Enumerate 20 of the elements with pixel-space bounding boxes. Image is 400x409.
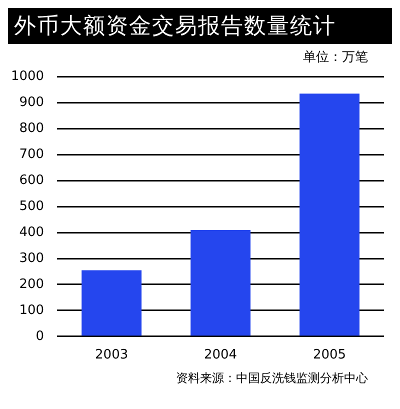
chart-title: 外币大额资金交易报告数量统计 (8, 8, 392, 44)
chart-subtitle: 单位：万笔 (302, 49, 369, 66)
x-tick-label: 2004 (204, 348, 238, 363)
y-tick-label: 800 (19, 121, 44, 136)
x-tick-label: 2003 (95, 348, 128, 363)
y-tick-label: 100 (19, 302, 44, 318)
bar (82, 270, 142, 336)
y-tick-label: 700 (19, 147, 44, 162)
y-tick-label: 500 (19, 198, 44, 214)
y-tick-label: 200 (19, 276, 44, 292)
bar (300, 94, 360, 336)
y-tick-label: 600 (19, 173, 44, 188)
y-tick-label: 900 (19, 95, 44, 110)
bar (190, 230, 251, 336)
y-tick-label: 1000 (10, 69, 44, 84)
text: 资料来源：中国反洗钱监测分析中心 (175, 370, 369, 387)
y-tick-label: 0 (36, 328, 44, 344)
y-tick-label: 400 (19, 224, 44, 240)
x-tick-label: 2005 (312, 348, 346, 363)
y-tick-label: 300 (19, 250, 44, 266)
